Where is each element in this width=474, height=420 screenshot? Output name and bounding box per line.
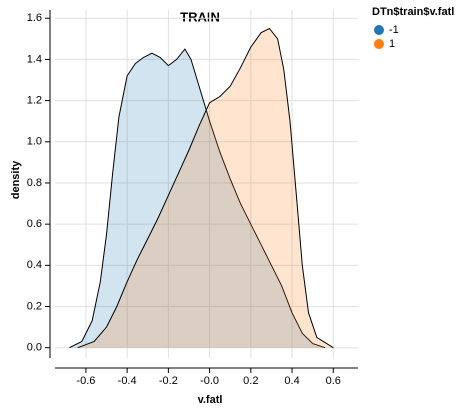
x-tick-label: 0.2 xyxy=(243,375,258,387)
y-tick-label: 1.0 xyxy=(27,136,42,148)
y-tick-label: 0.0 xyxy=(27,342,42,354)
density-area xyxy=(69,49,326,348)
x-axis-label: v.fatl xyxy=(198,394,223,406)
x-tick-label: -0.4 xyxy=(118,375,137,387)
y-tick-label: 0.2 xyxy=(27,300,42,312)
y-tick-label: 0.6 xyxy=(27,218,42,230)
density-line xyxy=(69,48,326,349)
legend-label: 1 xyxy=(389,38,395,50)
x-tick-label: -0.2 xyxy=(159,375,178,387)
y-tick-label: 1.2 xyxy=(27,95,42,107)
density-line xyxy=(77,27,334,349)
density-area xyxy=(77,28,334,348)
y-tick-label: 0.8 xyxy=(27,177,42,189)
chart-title: TRAIN xyxy=(180,9,220,24)
legend-title: DTn$train$v.fatl xyxy=(372,6,454,18)
x-tick-label: 0.6 xyxy=(326,375,341,387)
legend-label: -1 xyxy=(389,24,399,36)
y-tick-label: 1.6 xyxy=(27,12,42,24)
y-tick-label: 0.4 xyxy=(27,259,42,271)
x-tick-label: -0.0 xyxy=(200,375,219,387)
x-tick-label: -0.6 xyxy=(76,375,95,387)
x-tick-label: 0.4 xyxy=(284,375,299,387)
legend-marker xyxy=(374,25,384,35)
y-axis-label: density xyxy=(10,160,22,199)
legend-marker xyxy=(374,39,384,49)
y-tick-label: 1.4 xyxy=(27,53,42,65)
